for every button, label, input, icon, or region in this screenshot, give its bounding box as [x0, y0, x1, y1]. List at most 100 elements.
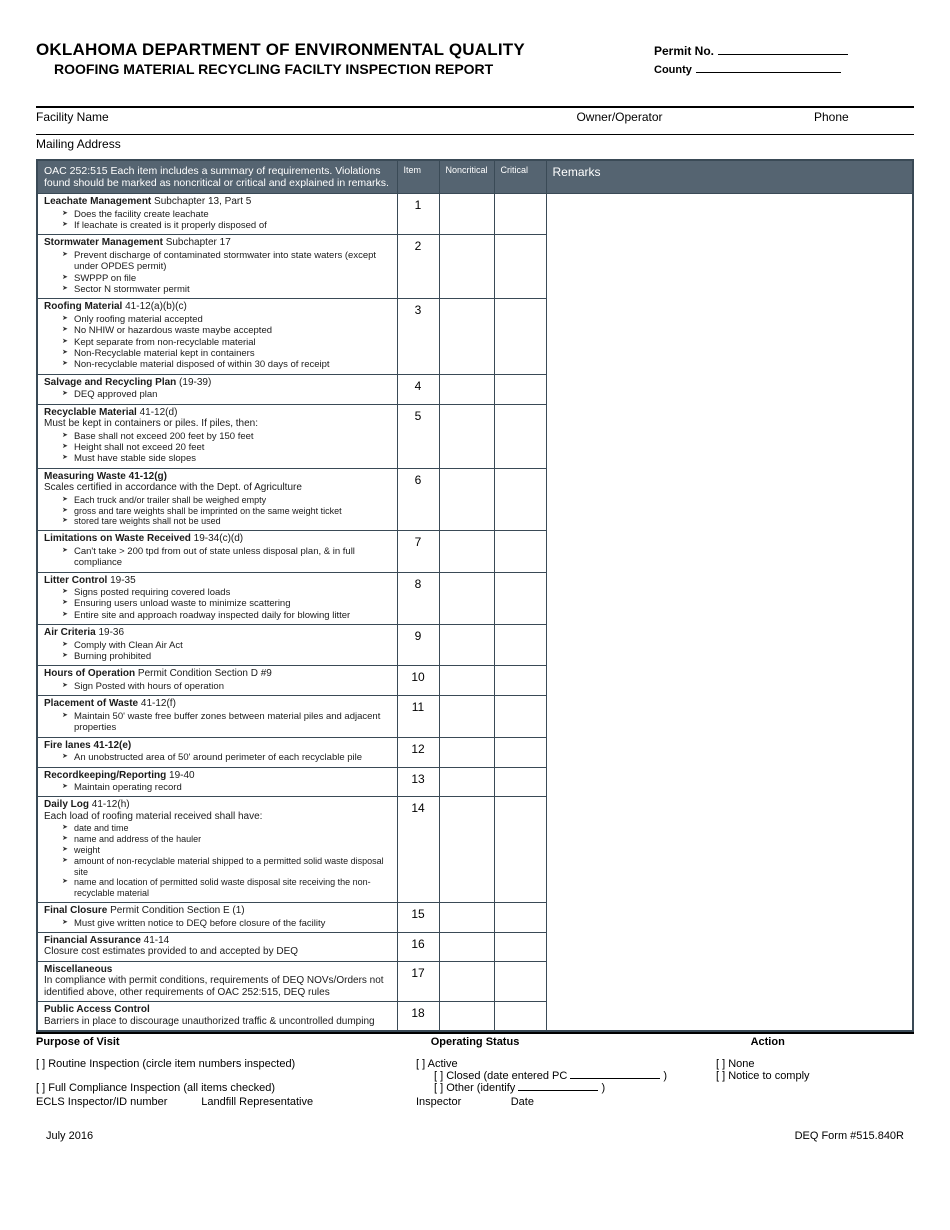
- action-heading: Action: [621, 1036, 914, 1048]
- row-description: MiscellaneousIn compliance with permit c…: [37, 961, 397, 1002]
- critical-cell[interactable]: [494, 235, 546, 299]
- row-description: Final Closure Permit Condition Section E…: [37, 903, 397, 933]
- noncritical-cell[interactable]: [439, 903, 494, 933]
- row-description: Placement of Waste 41-12(f)Maintain 50' …: [37, 696, 397, 737]
- footer-form-number: DEQ Form #515.840R: [795, 1130, 904, 1142]
- noncritical-cell[interactable]: [439, 572, 494, 625]
- agency-title: OKLAHOMA DEPARTMENT OF ENVIRONMENTAL QUA…: [36, 40, 654, 60]
- fullcompliance-checkbox[interactable]: [ ] Full Compliance Inspection (all item…: [36, 1082, 416, 1094]
- report-title: ROOFING MATERIAL RECYCLING FACILTY INSPE…: [54, 61, 654, 77]
- item-number: 1: [397, 194, 439, 235]
- row-description: Daily Log 41-12(h)Each load of roofing m…: [37, 797, 397, 903]
- permit-number-field[interactable]: [718, 54, 848, 55]
- critical-cell[interactable]: [494, 1002, 546, 1032]
- permit-label: Permit No.: [654, 44, 714, 58]
- row-description: Public Access ControlBarriers in place t…: [37, 1002, 397, 1032]
- noncritical-cell[interactable]: [439, 374, 494, 404]
- col-noncritical: Noncritical: [439, 160, 494, 194]
- critical-cell[interactable]: [494, 961, 546, 1002]
- noncritical-cell[interactable]: [439, 235, 494, 299]
- noncritical-cell[interactable]: [439, 666, 494, 696]
- purpose-heading: Purpose of Visit: [36, 1036, 329, 1048]
- critical-cell[interactable]: [494, 468, 546, 530]
- phone-label: Phone: [814, 110, 914, 124]
- item-number: 14: [397, 797, 439, 903]
- critical-cell[interactable]: [494, 696, 546, 737]
- item-number: 5: [397, 404, 439, 468]
- remarks-cell[interactable]: [546, 194, 913, 1032]
- item-number: 10: [397, 666, 439, 696]
- other-identify-field[interactable]: [518, 1090, 598, 1091]
- noncritical-cell[interactable]: [439, 696, 494, 737]
- active-checkbox[interactable]: [ ] Active: [416, 1058, 716, 1070]
- noncritical-cell[interactable]: [439, 531, 494, 572]
- noncritical-cell[interactable]: [439, 767, 494, 797]
- facility-name-label: Facility Name: [36, 110, 425, 124]
- other-paren: ): [601, 1082, 605, 1094]
- row-description: Air Criteria 19-36Comply with Clean Air …: [37, 625, 397, 666]
- noncritical-cell[interactable]: [439, 737, 494, 767]
- col-remarks: Remarks: [546, 160, 913, 194]
- critical-cell[interactable]: [494, 797, 546, 903]
- noncritical-cell[interactable]: [439, 932, 494, 961]
- page-footer: July 2016 DEQ Form #515.840R: [36, 1130, 914, 1142]
- table-row: Leachate Management Subchapter 13, Part …: [37, 194, 913, 235]
- inspection-table: OAC 252:515 Each item includes a summary…: [36, 159, 914, 1032]
- item-number: 18: [397, 1002, 439, 1032]
- item-number: 13: [397, 767, 439, 797]
- item-number: 4: [397, 374, 439, 404]
- noncritical-cell[interactable]: [439, 625, 494, 666]
- none-checkbox[interactable]: [ ] None: [716, 1058, 914, 1070]
- row-description: Financial Assurance 41-14Closure cost es…: [37, 932, 397, 961]
- row-description: Roofing Material 41-12(a)(b)(c)Only roof…: [37, 299, 397, 374]
- row-description: Recordkeeping/Reporting 19-40Maintain op…: [37, 767, 397, 797]
- critical-cell[interactable]: [494, 767, 546, 797]
- row-description: Hours of Operation Permit Condition Sect…: [37, 666, 397, 696]
- item-number: 3: [397, 299, 439, 374]
- noncritical-cell[interactable]: [439, 468, 494, 530]
- item-number: 16: [397, 932, 439, 961]
- noncritical-cell[interactable]: [439, 299, 494, 374]
- item-number: 17: [397, 961, 439, 1002]
- closed-date-field[interactable]: [570, 1078, 660, 1079]
- item-number: 9: [397, 625, 439, 666]
- noncritical-cell[interactable]: [439, 961, 494, 1002]
- mailing-row: Mailing Address: [36, 135, 914, 155]
- critical-cell[interactable]: [494, 194, 546, 235]
- routine-checkbox[interactable]: [ ] Routine Inspection (circle item numb…: [36, 1058, 416, 1070]
- col-item: Item: [397, 160, 439, 194]
- closed-checkbox[interactable]: [ ] Closed (date entered PC: [434, 1070, 567, 1082]
- critical-cell[interactable]: [494, 404, 546, 468]
- critical-cell[interactable]: [494, 572, 546, 625]
- critical-cell[interactable]: [494, 299, 546, 374]
- page-header: OKLAHOMA DEPARTMENT OF ENVIRONMENTAL QUA…: [36, 40, 914, 78]
- col-critical: Critical: [494, 160, 546, 194]
- item-number: 6: [397, 468, 439, 530]
- critical-cell[interactable]: [494, 531, 546, 572]
- footer-date: July 2016: [46, 1130, 93, 1142]
- row-description: Fire lanes 41-12(e)An unobstructed area …: [37, 737, 397, 767]
- row-description: Measuring Waste 41-12(g)Scales certified…: [37, 468, 397, 530]
- row-description: Recyclable Material 41-12(d)Must be kept…: [37, 404, 397, 468]
- critical-cell[interactable]: [494, 666, 546, 696]
- other-checkbox[interactable]: [ ] Other (identify: [434, 1082, 515, 1094]
- critical-cell[interactable]: [494, 903, 546, 933]
- noncritical-cell[interactable]: [439, 404, 494, 468]
- critical-cell[interactable]: [494, 374, 546, 404]
- noncritical-cell[interactable]: [439, 797, 494, 903]
- noncritical-cell[interactable]: [439, 194, 494, 235]
- item-number: 7: [397, 531, 439, 572]
- county-field[interactable]: [696, 72, 841, 73]
- row-description: Litter Control 19-35Signs posted requiri…: [37, 572, 397, 625]
- row-description: Limitations on Waste Received 19-34(c)(d…: [37, 531, 397, 572]
- noncritical-cell[interactable]: [439, 1002, 494, 1032]
- inspector-label: Inspector: [416, 1096, 511, 1108]
- item-number: 11: [397, 696, 439, 737]
- owner-operator-label: Owner/Operator: [425, 110, 814, 124]
- critical-cell[interactable]: [494, 625, 546, 666]
- critical-cell[interactable]: [494, 932, 546, 961]
- landfill-rep-label: Landfill Representative: [201, 1096, 416, 1108]
- notice-checkbox[interactable]: [ ] Notice to comply: [716, 1070, 914, 1082]
- critical-cell[interactable]: [494, 737, 546, 767]
- item-number: 2: [397, 235, 439, 299]
